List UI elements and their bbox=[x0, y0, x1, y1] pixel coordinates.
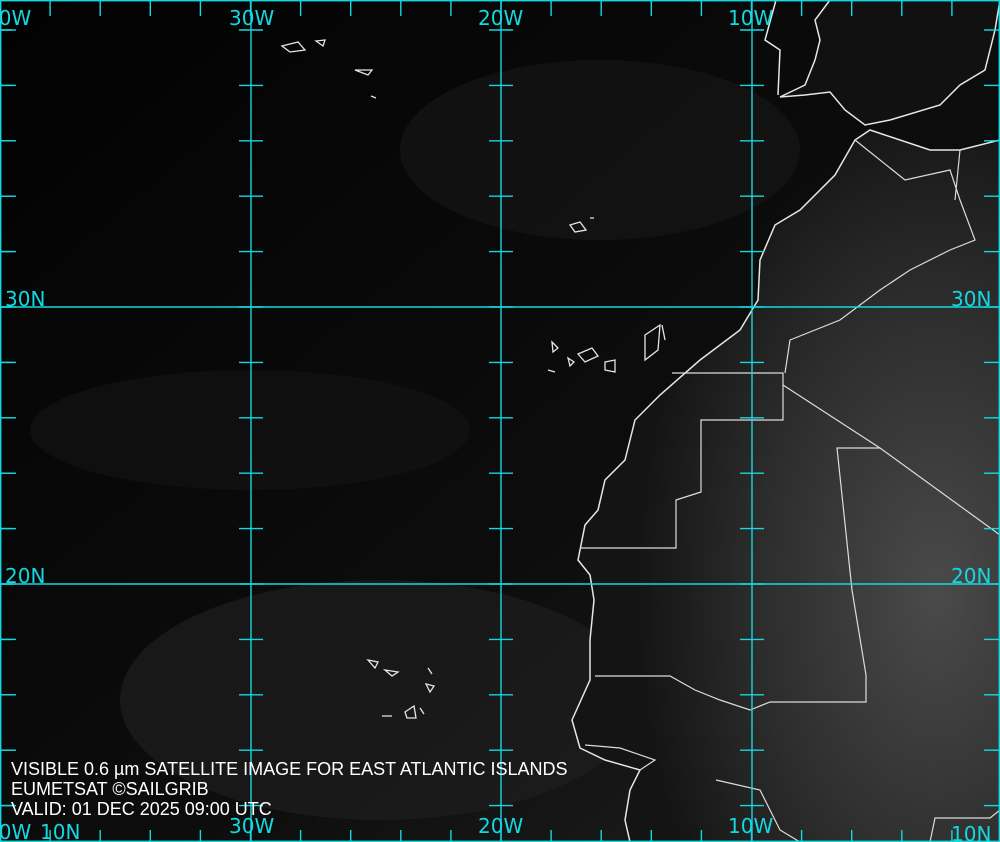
caption-title: VISIBLE 0.6 µm SATELLITE IMAGE FOR EAST … bbox=[11, 759, 568, 779]
lat-label-left-20n: 20N bbox=[5, 564, 46, 588]
azores bbox=[280, 39, 377, 99]
lon-label-bottom-20w: 20W bbox=[478, 814, 524, 838]
lon-label-bottom-10w: 10W bbox=[728, 814, 774, 838]
cloud-band bbox=[30, 370, 470, 490]
lon-label-top-30w: 30W bbox=[229, 6, 275, 30]
iberia-land bbox=[779, 0, 1000, 126]
lon-label-bottom-30w: 30W bbox=[229, 814, 275, 838]
lat-label-left-30n: 30N bbox=[5, 287, 46, 311]
cape-verde bbox=[366, 658, 436, 719]
lon-label-top-20w: 20W bbox=[478, 6, 524, 30]
lat-label-right-20n: 20N bbox=[951, 564, 992, 588]
caption-credit: EUMETSAT ©SAILGRIB bbox=[11, 779, 209, 799]
lat-label-right-10n: 10N bbox=[951, 822, 992, 842]
cloud-band bbox=[400, 60, 800, 240]
africa-land bbox=[571, 129, 1000, 842]
lon-label-top-10w: 10W bbox=[728, 6, 774, 30]
lon-label-top-40w: 40W bbox=[0, 6, 32, 30]
islands bbox=[280, 39, 666, 719]
portugal-coast bbox=[764, 0, 781, 96]
country-borders bbox=[580, 139, 1000, 842]
lat-label-right-30n: 30N bbox=[951, 287, 992, 311]
lon-label-bottom-40w: 40W bbox=[0, 820, 32, 842]
caption-valid-time: VALID: 01 DEC 2025 09:00 UTC bbox=[11, 799, 272, 819]
madeira bbox=[568, 217, 594, 233]
lat-label-left-10n: 10N bbox=[40, 820, 81, 842]
canary-islands bbox=[547, 323, 666, 373]
